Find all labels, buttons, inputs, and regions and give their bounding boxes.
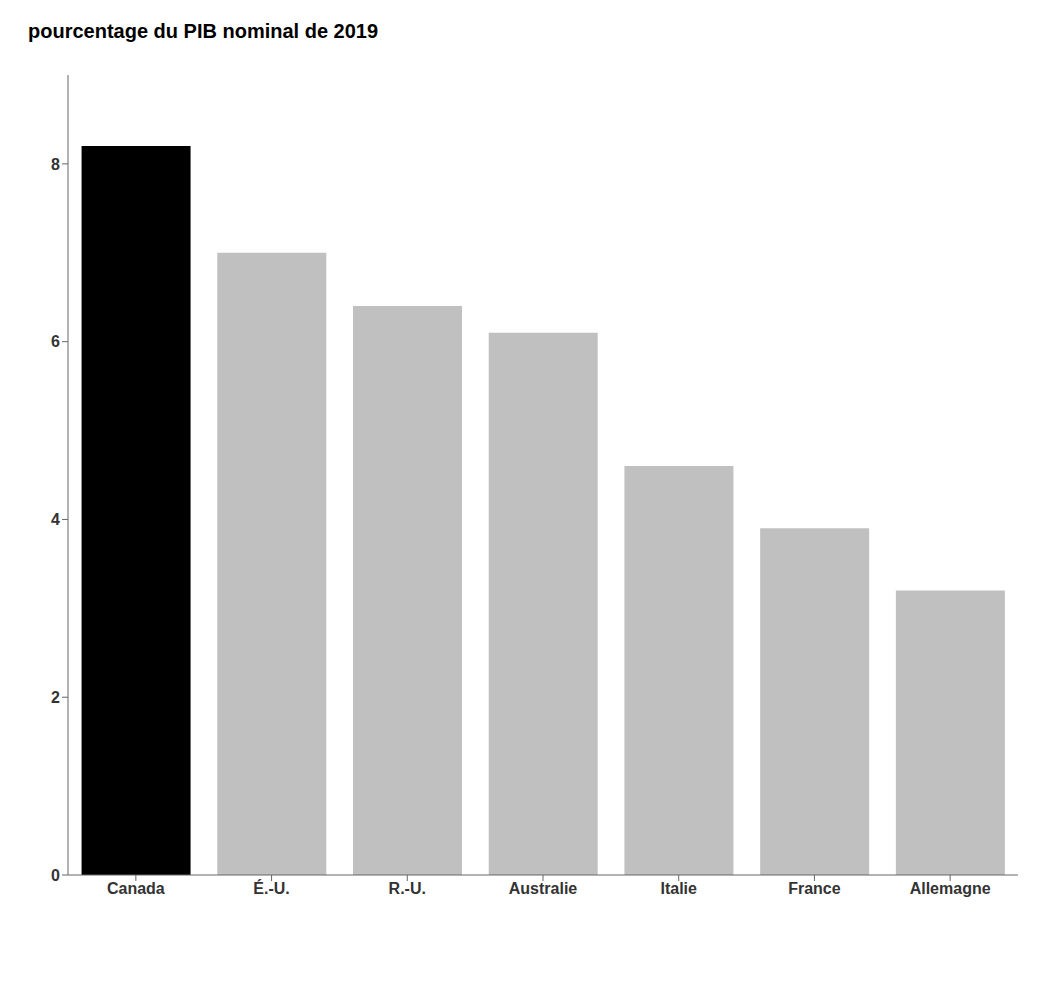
svg-text:Australie: Australie (509, 880, 578, 897)
svg-text:R.-U.: R.-U. (389, 880, 426, 897)
html-text:pourcentage du PIB nominal de: pourcentage du PIB nominal de 2019 (28, 20, 379, 42)
svg-text:Italie: Italie (660, 880, 697, 897)
svg-text:2: 2 (51, 689, 60, 706)
svg-text:É.-U.: É.-U. (253, 879, 289, 897)
svg-text:0: 0 (51, 867, 60, 884)
svg-text:8: 8 (51, 156, 60, 173)
svg-text:Canada: Canada (107, 880, 165, 897)
svg-text:4: 4 (51, 511, 60, 528)
svg-text:6: 6 (51, 333, 60, 350)
svg-text:Allemagne: Allemagne (910, 880, 991, 897)
svg-text:France: France (788, 880, 841, 897)
